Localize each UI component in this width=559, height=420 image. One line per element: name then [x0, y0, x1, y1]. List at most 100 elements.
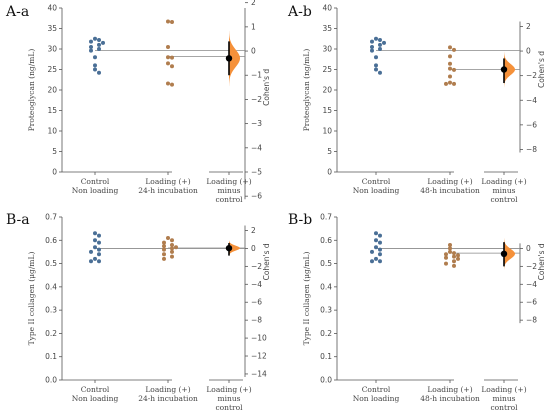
test-point [448, 45, 452, 50]
control-point [93, 245, 97, 250]
effect-size-point [500, 66, 508, 73]
y-tick-label: 20 [322, 86, 332, 95]
control-point [93, 238, 97, 243]
cohens-d-tick-label: 1 [251, 22, 256, 31]
effect-size-point [225, 244, 233, 252]
test-point [170, 242, 174, 247]
cohens-d-tick-label: −4 [526, 280, 537, 289]
cohens-d-tick-label: −2 [251, 95, 262, 104]
y-tick-label: 40 [322, 4, 332, 13]
y-tick-label: 10 [47, 127, 57, 136]
y-tick-label: 15 [47, 106, 57, 115]
test-point [448, 61, 452, 66]
cohens-d-axis-title: Cohen's d [537, 51, 546, 88]
control-point [97, 42, 101, 47]
y-axis-title: Type II collagen (μg/mL) [302, 252, 311, 346]
category-label: Loading (+) minus control [206, 385, 251, 412]
chart-panel-b-a: B-a 0.0 0.1 0.2 0.3 0.4 0.5 0.6 0.7 Type II colla… [6, 212, 271, 412]
control-point [378, 252, 382, 257]
cohens-d-tick-label: −6 [251, 192, 262, 201]
category-label: Control Non loading [72, 177, 119, 195]
y-tick-label: 0.7 [320, 213, 332, 222]
y-tick-label: 0.6 [320, 236, 332, 245]
cohens-d-tick-label: 2 [251, 226, 256, 235]
test-point [456, 256, 460, 261]
control-point [374, 256, 378, 261]
effect-size-distribution [504, 51, 515, 88]
control-point [89, 259, 93, 264]
control-point [374, 63, 378, 68]
y-tick-label: 10 [322, 127, 332, 136]
cohens-d-tick-label: −8 [526, 145, 537, 154]
control-point [374, 238, 378, 243]
panel-label: B-b [288, 212, 312, 228]
cohens-d-tick-label: −8 [251, 316, 262, 325]
control-point [97, 247, 101, 252]
effect-size-distribution [229, 30, 240, 87]
cohens-d-tick-label: −4 [251, 143, 262, 152]
y-tick-label: 0.2 [320, 329, 332, 338]
control-point [93, 55, 97, 60]
category-label: Loading (+) 48-h incubation [420, 385, 480, 403]
y-tick-label: 15 [322, 106, 332, 115]
test-point [162, 247, 166, 252]
y-tick-label: 0.1 [320, 352, 332, 361]
control-point [382, 40, 386, 45]
control-point [374, 55, 378, 60]
category-label: Loading (+) 48-h incubation [420, 177, 480, 195]
cohens-d-tick-label: −14 [251, 369, 267, 378]
cohens-d-tick-label: −8 [526, 316, 537, 325]
control-point [378, 259, 382, 264]
y-tick-label: 40 [47, 4, 57, 13]
control-point [93, 256, 97, 261]
y-tick-label: 35 [47, 24, 57, 33]
category-label: Control Non loading [72, 385, 119, 403]
control-point [97, 252, 101, 257]
category-label: Loading (+) minus control [481, 177, 526, 204]
control-point [374, 245, 378, 250]
category-label: Loading (+) 24-h incubation [138, 177, 198, 195]
control-point [101, 40, 105, 45]
test-point [170, 249, 174, 254]
control-point [89, 44, 93, 49]
panel-label: A-b [287, 4, 312, 20]
y-tick-label: 30 [322, 45, 332, 54]
cohens-d-tick-label: −5 [251, 168, 262, 177]
test-point [448, 66, 452, 71]
test-point [162, 252, 166, 257]
test-point [444, 255, 448, 260]
test-point [448, 242, 452, 247]
y-tick-label: 5 [52, 147, 57, 156]
panel-label: A-a [5, 4, 29, 20]
test-point [170, 55, 174, 60]
cohens-d-tick-label: −6 [526, 120, 537, 129]
category-label: Loading (+) minus control [206, 177, 251, 204]
control-point [370, 39, 374, 44]
y-tick-label: 20 [47, 86, 57, 95]
category-label: Control Non loading [353, 385, 400, 403]
y-tick-label: 0.7 [45, 213, 57, 222]
test-point [452, 81, 456, 86]
test-point [452, 47, 456, 52]
y-tick-label: 35 [322, 24, 332, 33]
test-point [166, 55, 170, 60]
cohens-d-axis-title: Cohen's d [262, 243, 271, 280]
effect-size-point [225, 55, 233, 62]
chart-panel-b-b: B-b 0.0 0.1 0.2 0.3 0.4 0.5 0.6 0.7 Type II colla… [288, 212, 546, 412]
control-point [93, 231, 97, 236]
test-point [170, 238, 174, 243]
category-label: Control Non loading [353, 177, 400, 195]
cohens-d-tick-label: 0 [526, 244, 531, 253]
control-point [378, 233, 382, 238]
control-point [97, 233, 101, 238]
control-point [370, 249, 374, 254]
cohens-d-tick-label: 0 [251, 47, 256, 56]
test-point [170, 19, 174, 24]
cohens-d-tick-label: −2 [251, 262, 262, 271]
cohens-d-tick-label: −2 [526, 71, 537, 80]
test-point [162, 240, 166, 245]
cohens-d-tick-label: −6 [251, 298, 262, 307]
test-point [166, 44, 170, 49]
